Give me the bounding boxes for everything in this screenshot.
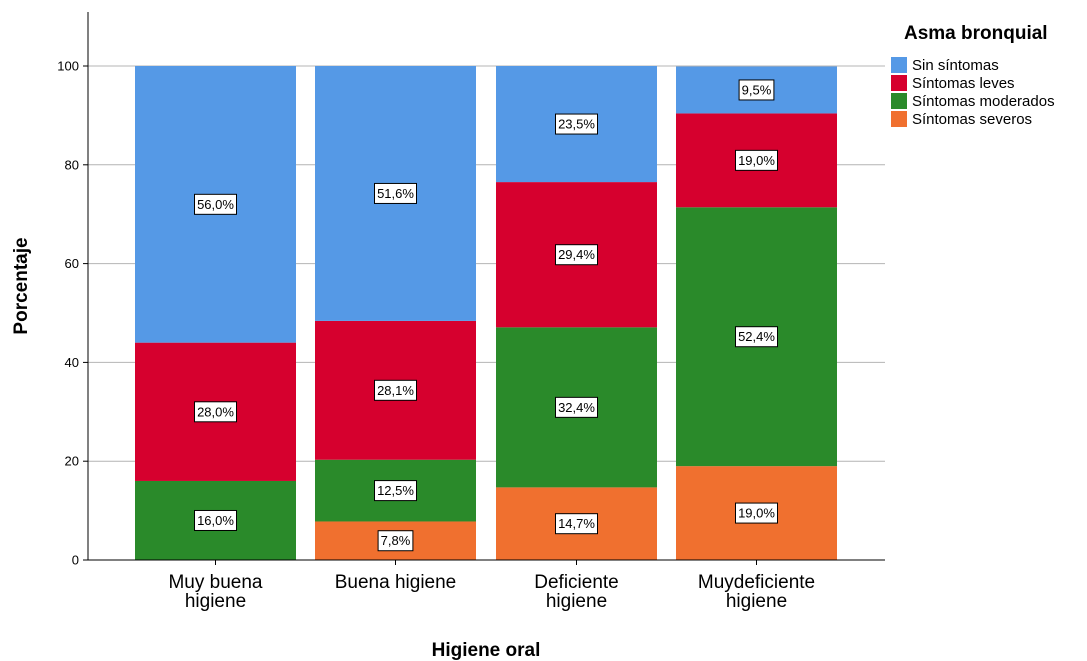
legend-swatch [891,57,907,73]
x-category-label: Deficiente higiene [534,572,619,612]
data-label-box [738,79,775,101]
x-category-label-line: higiene [185,591,246,612]
legend-swatch [891,75,907,91]
data-label-box [377,530,414,552]
data-label: 32,4% [555,396,598,418]
legend-item: Síntomas moderados [891,93,1055,110]
data-label-text: 32,4% [558,400,595,415]
x-category-label: Buena higiene [335,572,457,593]
data-label-box [374,379,417,401]
data-label-text: 52,4% [738,329,775,344]
legend-label: Síntomas moderados [912,93,1055,110]
x-category-label: Muydeficiente higiene [698,572,815,612]
y-tick-label: 20 [65,454,79,469]
y-tick-label: 40 [65,355,79,370]
x-category-label-line: Deficiente [534,572,619,593]
data-label-text: 19,0% [738,153,775,168]
data-label-box [555,513,598,535]
y-axis-title: Porcentaje [11,237,32,334]
y-tick-label: 100 [57,59,79,74]
data-label-text: 56,0% [197,197,234,212]
legend-swatch [891,93,907,109]
x-category-label-line: higiene [726,591,787,612]
data-label-text: 23,5% [558,117,595,132]
legend-swatch [891,111,907,127]
data-label-text: 28,0% [197,404,234,419]
data-label-text: 28,1% [377,383,414,398]
data-label: 28,1% [374,379,417,401]
data-label-text: 16,0% [197,513,234,528]
data-label-text: 12,5% [377,483,414,498]
data-label: 19,0% [735,502,778,524]
data-label: 56,0% [194,193,237,215]
data-label-text: 14,7% [558,516,595,531]
legend-label: Síntomas leves [912,75,1015,92]
data-label-text: 19,0% [738,506,775,521]
x-category-label-line: higiene [546,591,607,612]
data-label-box [194,401,237,423]
data-label: 7,8% [377,530,414,552]
legend-item: Sin síntomas [891,57,999,74]
data-labels: 16,0% 28,0% 56,0% 7,8% 12,5% 28,1% 51,6% 14,7% 3… [194,79,778,552]
data-label-box [194,193,237,215]
legend-item: Síntomas severos [891,111,1032,128]
legend-item: Síntomas leves [891,75,1015,92]
y-tick-label: 80 [65,157,79,172]
y-tick-label: 60 [65,256,79,271]
x-category-label: Muy buena higiene [168,572,262,612]
y-ticks: 0 20 40 60 80 100 [57,59,88,568]
data-label-text: 7,8% [381,533,411,548]
data-label: 14,7% [555,513,598,535]
data-label-text: 29,4% [558,247,595,262]
data-label: 29,4% [555,244,598,266]
data-label-box [735,149,778,171]
data-label-text: 9,5% [742,82,772,97]
data-label-box [374,480,417,502]
x-category-label-line: Muy buena [168,572,262,593]
data-label: 52,4% [735,326,778,348]
data-label-box [194,509,237,531]
data-label: 9,5% [738,79,775,101]
legend-label: Síntomas severos [912,111,1032,128]
x-category-label-line: Buena higiene [335,572,457,593]
data-label: 19,0% [735,149,778,171]
data-label: 12,5% [374,480,417,502]
legend-title: Asma bronquial [904,23,1048,44]
x-category-label-line: Muydeficiente [698,572,815,593]
legend-label: Sin síntomas [912,57,999,74]
data-label-box [555,113,598,135]
data-label: 28,0% [194,401,237,423]
data-label-text: 51,6% [377,186,414,201]
data-label-box [555,244,598,266]
x-axis-title: Higiene oral [432,640,541,661]
bars [135,66,837,560]
data-label-box [374,182,417,204]
data-label-box [735,326,778,348]
y-tick-label: 0 [72,553,79,568]
data-label-box [555,396,598,418]
data-label: 16,0% [194,509,237,531]
data-label: 51,6% [374,182,417,204]
data-label: 23,5% [555,113,598,135]
data-label-box [735,502,778,524]
